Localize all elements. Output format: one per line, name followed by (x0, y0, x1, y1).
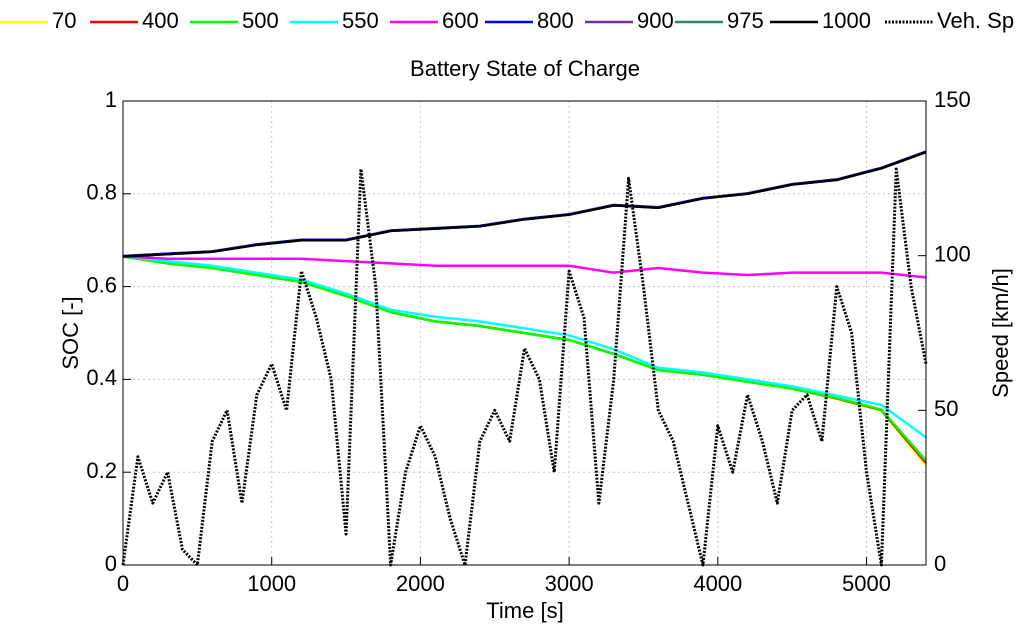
x-tick-label: 3000 (545, 571, 594, 596)
legend-label: 975 (727, 8, 764, 33)
legend-label: 70 (52, 8, 76, 33)
x-tick-label: 2000 (396, 571, 445, 596)
y-tick-label: 0.6 (86, 272, 117, 297)
series-line (122, 255, 927, 462)
legend-label: 550 (342, 8, 379, 33)
series-line (122, 255, 927, 439)
y2-tick-label: 150 (934, 87, 971, 112)
chart-title: Battery State of Charge (410, 56, 640, 81)
y-tick-label: 1 (105, 87, 117, 112)
y-tick-label: 0.8 (86, 180, 117, 205)
legend-label: Veh. Sp (937, 8, 1014, 33)
y2-tick-label: 50 (934, 396, 958, 421)
series-line (122, 150, 927, 258)
x-tick-label: 4000 (693, 571, 742, 596)
y-tick-label: 0.4 (86, 365, 117, 390)
x-tick-label: 5000 (842, 571, 891, 596)
y2-tick-label: 0 (934, 551, 946, 576)
plot-frame (122, 100, 927, 566)
y2-tick-label: 100 (934, 241, 971, 266)
y-tick-label: 0 (105, 551, 117, 576)
legend-label: 800 (537, 8, 574, 33)
y2-axis-label: Speed [km/h] (988, 268, 1013, 398)
x-tick-label: 1000 (247, 571, 296, 596)
legend-label: 500 (242, 8, 279, 33)
x-tick-label: 0 (117, 571, 129, 596)
series-line (121, 167, 928, 567)
legend-label: 400 (142, 8, 179, 33)
legend-label: 600 (442, 8, 479, 33)
x-axis-label: Time [s] (486, 598, 563, 623)
legend-label: 900 (637, 8, 674, 33)
series-line (122, 255, 927, 279)
y-axis-label: SOC [-] (58, 296, 83, 369)
y-tick-label: 0.2 (86, 458, 117, 483)
legend-label: 1000 (822, 8, 871, 33)
